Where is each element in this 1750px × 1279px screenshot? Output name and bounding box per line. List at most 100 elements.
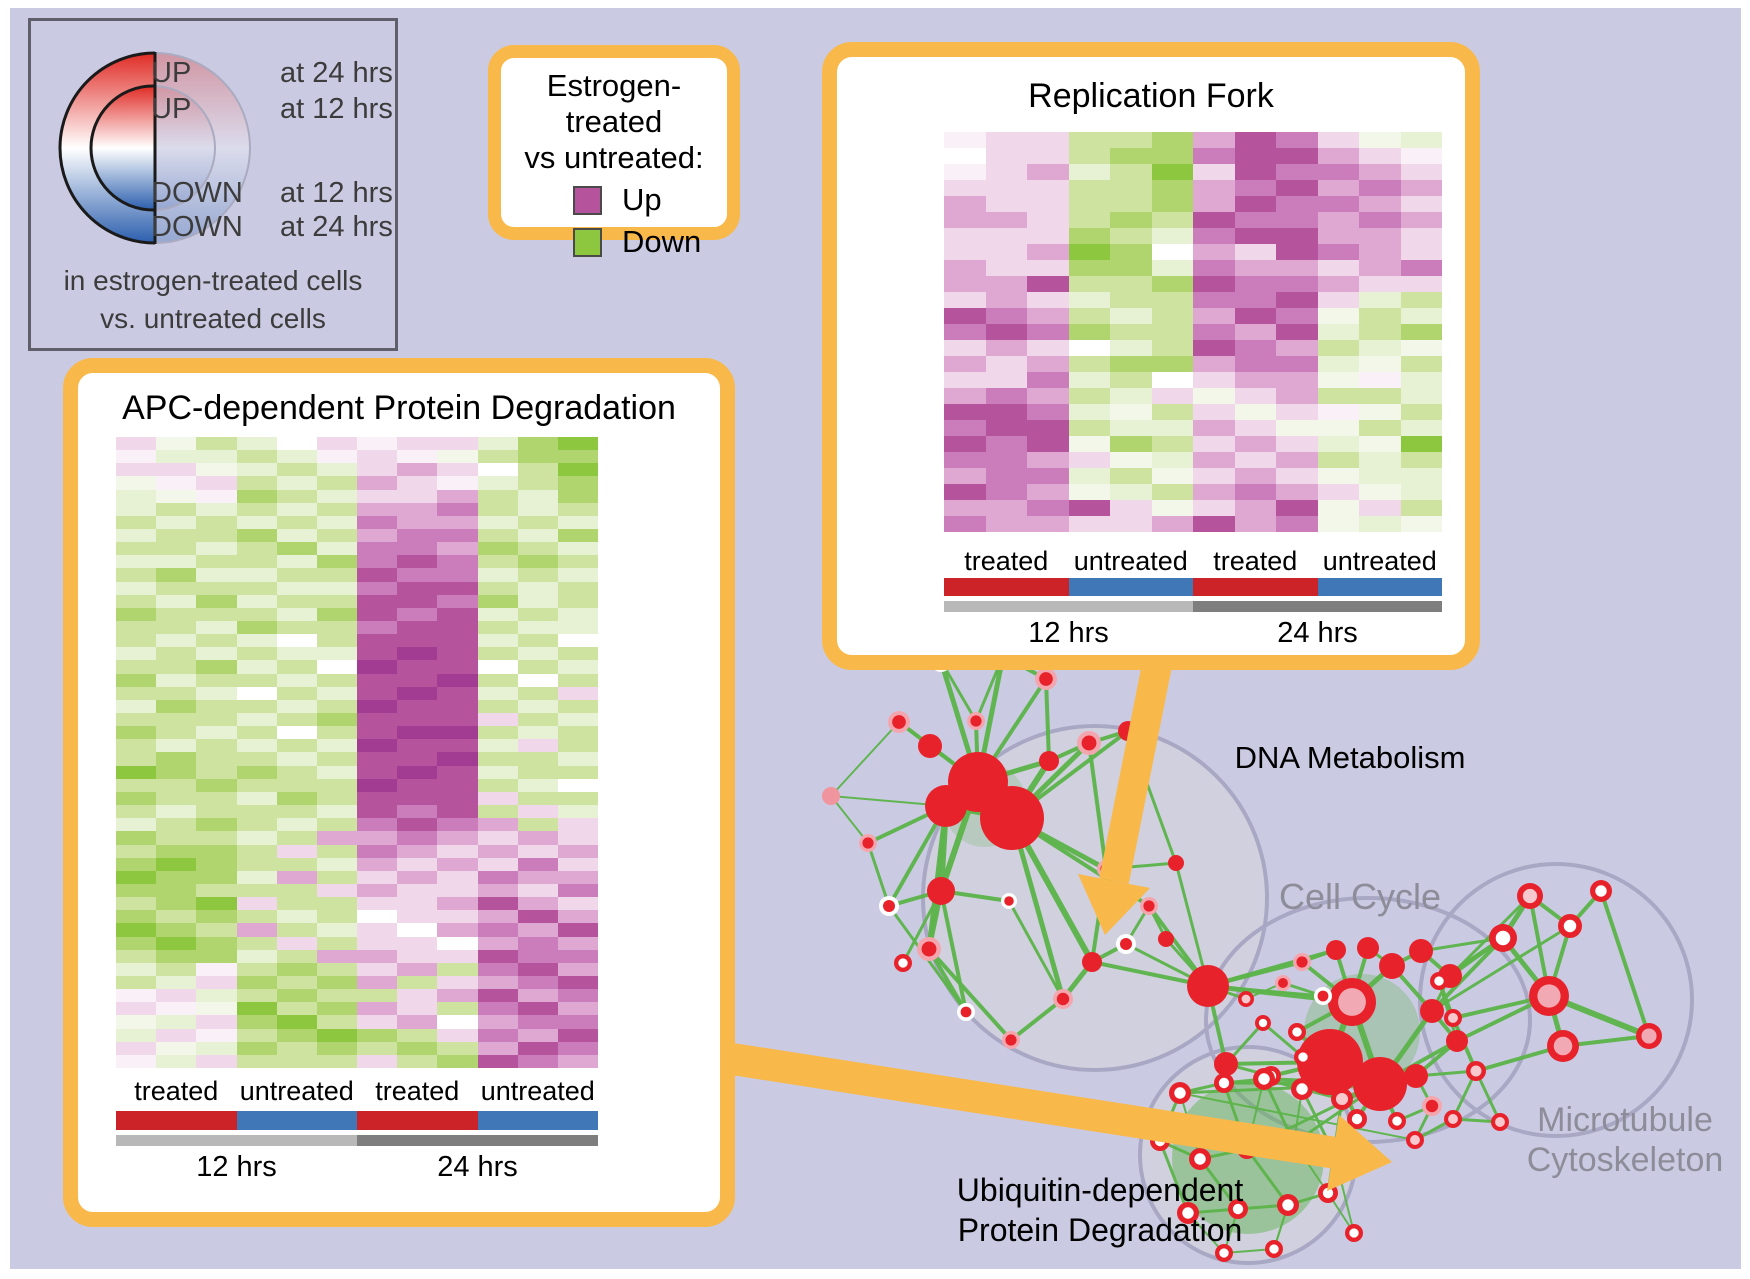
heatmap-cell (1276, 148, 1318, 164)
heatmap-cell (1234, 292, 1276, 308)
heatmap-cell (397, 594, 438, 608)
heatmap-cell (236, 844, 277, 858)
heatmap-cell (236, 594, 277, 608)
heatmap-cell (1317, 196, 1359, 212)
heatmap-cell (357, 870, 398, 884)
heatmap-cell (1234, 372, 1276, 388)
heatmap-cell (196, 1015, 237, 1029)
heatmap-cell (1359, 436, 1401, 452)
heatmap-cell (1400, 324, 1442, 340)
heatmap-cell (397, 1041, 438, 1055)
heatmap-cell (116, 1002, 157, 1016)
time-color-bars (944, 601, 1442, 612)
gene-node (1039, 751, 1059, 771)
heatmap-cell (477, 489, 518, 503)
heatmap-cell (517, 1054, 558, 1068)
heatmap-cell (944, 340, 986, 356)
heatmap-cell (357, 1028, 398, 1042)
heatmap-cell (276, 831, 317, 845)
heatmap-cell (156, 555, 197, 569)
heatmap-cell (397, 621, 438, 635)
heatmap-cell (517, 450, 558, 464)
down-color-swatch (573, 227, 602, 257)
heatmap-cell (477, 634, 518, 648)
heatmap-cell (397, 949, 438, 963)
heatmap-cell (357, 962, 398, 976)
heatmap-cell (1359, 484, 1401, 500)
panel-title: Replication Fork (1028, 77, 1274, 115)
gene-node-center (1595, 885, 1607, 897)
heatmap-cell (1110, 356, 1152, 372)
heatmap-cell (196, 607, 237, 622)
gene-node-core (1120, 938, 1132, 950)
heatmap-cell (557, 1015, 598, 1029)
heatmap-cell (477, 975, 518, 990)
heatmap-cell (437, 949, 478, 963)
heatmap-cell (1068, 196, 1110, 212)
heatmap-cell (1400, 228, 1442, 244)
gene-node (1297, 1029, 1363, 1095)
heatmap-cell (116, 883, 157, 898)
heatmap-cell (1317, 132, 1359, 148)
heatmap-cell (477, 594, 518, 608)
network-edge (830, 795, 869, 844)
heatmap-cell (236, 463, 277, 477)
heatmap-cell (517, 975, 558, 990)
heatmap-cell (1400, 420, 1442, 436)
heatmap-cell (985, 420, 1027, 436)
heatmap-cell (1151, 212, 1193, 228)
heatmap-cell (437, 647, 478, 661)
heatmap-cell (116, 713, 157, 727)
heatmap-cell (557, 489, 598, 503)
heatmap-cell (437, 923, 478, 937)
network-edge (1009, 997, 1065, 1042)
heatmap-cell (477, 818, 518, 832)
heatmap-cell (357, 634, 398, 648)
heatmap-cell (196, 634, 237, 648)
gene-node-center (1349, 1228, 1359, 1238)
scale-time-label: at 12 hrs (280, 93, 393, 125)
heatmap-cell (517, 923, 558, 937)
heatmap-cell (985, 516, 1027, 532)
heatmap-cell (517, 844, 558, 858)
heatmap-cell (1027, 372, 1069, 388)
heatmap-cell (1317, 340, 1359, 356)
heatmap-cell (196, 502, 237, 516)
heatmap-cell (276, 529, 317, 543)
gene-node (1158, 931, 1174, 947)
heatmap-cell (557, 844, 598, 858)
heatmap-cell (437, 713, 478, 727)
gene-node-center (1553, 1036, 1573, 1056)
heatmap-cell (477, 949, 518, 963)
heatmap-cell (156, 923, 197, 937)
heatmap-cell (1193, 260, 1235, 276)
heatmap-cell (437, 502, 478, 516)
heatmap-cell (517, 857, 558, 871)
heatmap-cell (517, 660, 558, 674)
heatmap-cell (1400, 340, 1442, 356)
heatmap-cell (985, 484, 1027, 500)
heatmap-cell (1110, 196, 1152, 212)
heatmap-cell (477, 660, 518, 674)
heatmap-cell (1193, 212, 1235, 228)
heatmap-cell (1234, 196, 1276, 212)
heatmap-cell (1193, 500, 1235, 516)
heatmap-cell (517, 1041, 558, 1055)
heatmap-cell (196, 778, 237, 792)
heatmap-cell (1068, 468, 1110, 484)
heatmap-cell (557, 883, 598, 898)
heatmap-cell (276, 660, 317, 674)
legend-row-down: Down (573, 224, 727, 260)
heatmap-cell (397, 805, 438, 819)
gene-node (1446, 1030, 1468, 1052)
heatmap-cell (276, 1028, 317, 1042)
heatmap-cell (156, 502, 197, 516)
heatmap-cell (1276, 500, 1318, 516)
heatmap-cell (1193, 420, 1235, 436)
gene-node (925, 785, 967, 827)
heatmap-cell (357, 765, 398, 779)
condition-labels: treated untreated treated untreated (116, 1076, 598, 1107)
heatmap-cell (985, 372, 1027, 388)
network-edge (939, 660, 978, 722)
heatmap-cell (116, 1041, 157, 1055)
